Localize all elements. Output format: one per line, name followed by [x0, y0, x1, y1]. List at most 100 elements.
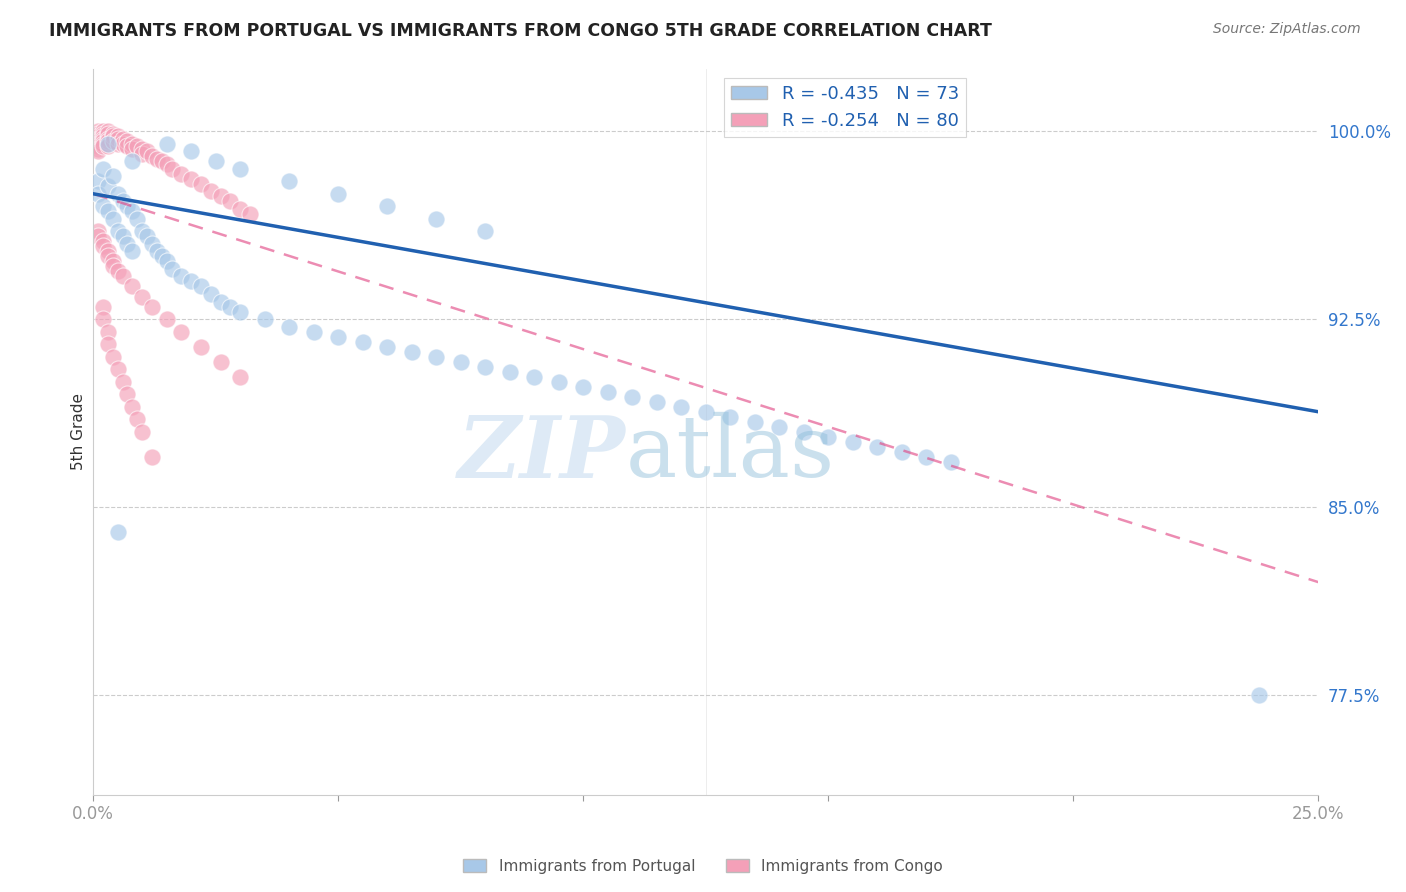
Point	[117, 199, 139, 213]
Point	[87, 124, 110, 138]
Point	[160, 161, 183, 176]
Point	[645, 394, 668, 409]
Point	[425, 350, 447, 364]
Point	[107, 264, 129, 278]
Point	[939, 455, 962, 469]
Point	[131, 425, 153, 439]
Point	[127, 412, 149, 426]
Point	[131, 224, 153, 238]
Point	[156, 254, 179, 268]
Point	[91, 300, 114, 314]
Point	[91, 134, 114, 148]
Point	[572, 380, 595, 394]
Point	[121, 400, 143, 414]
Point	[91, 235, 114, 249]
Point	[474, 224, 496, 238]
Point	[111, 194, 134, 209]
Point	[842, 434, 865, 449]
Point	[160, 262, 183, 277]
Text: Source: ZipAtlas.com: Source: ZipAtlas.com	[1213, 22, 1361, 37]
Point	[219, 300, 242, 314]
Point	[121, 204, 143, 219]
Point	[499, 365, 522, 379]
Point	[253, 312, 276, 326]
Point	[170, 269, 193, 284]
Point	[200, 287, 222, 301]
Point	[87, 229, 110, 244]
Point	[101, 211, 124, 226]
Point	[101, 350, 124, 364]
Point	[97, 244, 120, 259]
Point	[97, 127, 120, 141]
Point	[87, 139, 110, 153]
Point	[278, 174, 301, 188]
Point	[890, 445, 912, 459]
Point	[596, 384, 619, 399]
Point	[101, 127, 124, 141]
Point	[111, 375, 134, 389]
Text: ZIP: ZIP	[458, 412, 626, 495]
Point	[450, 354, 472, 368]
Point	[204, 154, 226, 169]
Point	[111, 269, 134, 284]
Point	[328, 186, 350, 201]
Point	[101, 134, 124, 148]
Point	[87, 186, 110, 201]
Point	[91, 239, 114, 253]
Point	[111, 136, 134, 151]
Point	[131, 142, 153, 156]
Point	[97, 249, 120, 263]
Legend: Immigrants from Portugal, Immigrants from Congo: Immigrants from Portugal, Immigrants fro…	[457, 853, 949, 880]
Point	[150, 154, 173, 169]
Point	[328, 329, 350, 343]
Point	[229, 369, 252, 384]
Point	[107, 136, 129, 151]
Point	[101, 254, 124, 268]
Point	[1249, 688, 1271, 702]
Point	[91, 136, 114, 151]
Point	[621, 390, 644, 404]
Point	[117, 139, 139, 153]
Text: atlas: atlas	[626, 412, 835, 495]
Point	[121, 142, 143, 156]
Point	[87, 145, 110, 159]
Point	[101, 169, 124, 184]
Point	[180, 171, 202, 186]
Point	[101, 260, 124, 274]
Point	[107, 524, 129, 539]
Point	[91, 127, 114, 141]
Text: IMMIGRANTS FROM PORTUGAL VS IMMIGRANTS FROM CONGO 5TH GRADE CORRELATION CHART: IMMIGRANTS FROM PORTUGAL VS IMMIGRANTS F…	[49, 22, 993, 40]
Point	[146, 244, 169, 259]
Point	[97, 124, 120, 138]
Point	[352, 334, 374, 349]
Point	[695, 405, 717, 419]
Point	[107, 362, 129, 376]
Point	[209, 294, 232, 309]
Point	[156, 136, 179, 151]
Point	[111, 229, 134, 244]
Point	[170, 325, 193, 339]
Point	[141, 236, 163, 251]
Point	[474, 359, 496, 374]
Point	[107, 129, 129, 144]
Point	[97, 131, 120, 145]
Point	[375, 340, 398, 354]
Point	[718, 409, 741, 424]
Point	[425, 211, 447, 226]
Point	[101, 129, 124, 144]
Point	[87, 134, 110, 148]
Point	[97, 136, 120, 151]
Point	[170, 167, 193, 181]
Point	[107, 186, 129, 201]
Point	[91, 161, 114, 176]
Point	[375, 199, 398, 213]
Point	[127, 211, 149, 226]
Point	[117, 387, 139, 401]
Point	[117, 236, 139, 251]
Point	[87, 136, 110, 151]
Point	[229, 202, 252, 216]
Point	[87, 174, 110, 188]
Point	[91, 124, 114, 138]
Point	[793, 425, 815, 439]
Point	[671, 400, 693, 414]
